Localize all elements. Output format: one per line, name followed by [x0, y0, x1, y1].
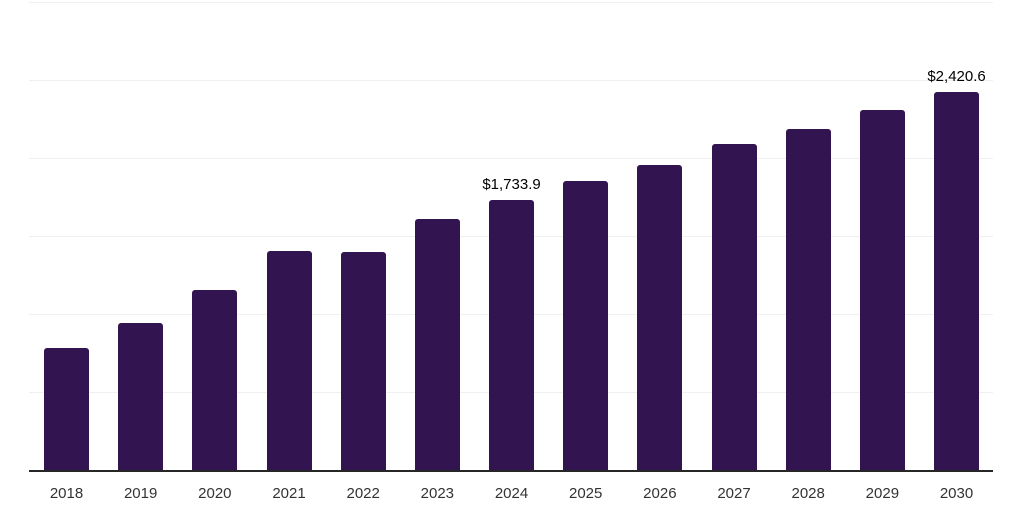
bar-2018[interactable] — [44, 348, 89, 470]
bar-2020[interactable] — [192, 289, 238, 470]
x-tick-2027: 2027 — [717, 485, 751, 502]
x-tick-2030: 2030 — [939, 485, 974, 502]
x-tick-2018: 2018 — [49, 485, 84, 502]
bar-2027[interactable] — [711, 143, 757, 470]
x-tick-2024: 2024 — [494, 485, 529, 502]
bar-2019[interactable] — [118, 322, 164, 470]
x-tick-2026: 2026 — [643, 485, 677, 502]
x-tick-2022: 2022 — [346, 485, 380, 502]
gridline-3000 — [29, 2, 993, 3]
plot-area: $1,733.9 $2,420.6 — [29, 2, 993, 472]
data-label-2030: $2,420.6 — [927, 68, 986, 86]
x-tick-2019: 2019 — [123, 485, 158, 502]
bar-2022[interactable] — [340, 252, 386, 470]
bar-2025[interactable] — [563, 181, 609, 470]
bar-2024[interactable] — [489, 199, 535, 470]
bar-2023[interactable] — [414, 218, 460, 470]
bar-2026[interactable] — [637, 165, 683, 470]
x-tick-2023: 2023 — [420, 485, 455, 502]
bar-2028[interactable] — [785, 129, 831, 470]
x-axis-line — [29, 470, 993, 472]
x-tick-2025: 2025 — [569, 485, 603, 502]
x-tick-2020: 2020 — [198, 485, 232, 502]
bar-2021[interactable] — [266, 250, 312, 470]
gridline-2000 — [29, 158, 993, 159]
gridline-2500 — [29, 80, 993, 81]
x-tick-2028: 2028 — [791, 485, 825, 502]
bar-2030[interactable] — [934, 92, 980, 470]
x-tick-2021: 2021 — [272, 485, 306, 502]
data-label-2024: $1,733.9 — [482, 175, 541, 193]
x-tick-2029: 2029 — [865, 485, 900, 502]
bar-2029[interactable] — [859, 110, 905, 470]
